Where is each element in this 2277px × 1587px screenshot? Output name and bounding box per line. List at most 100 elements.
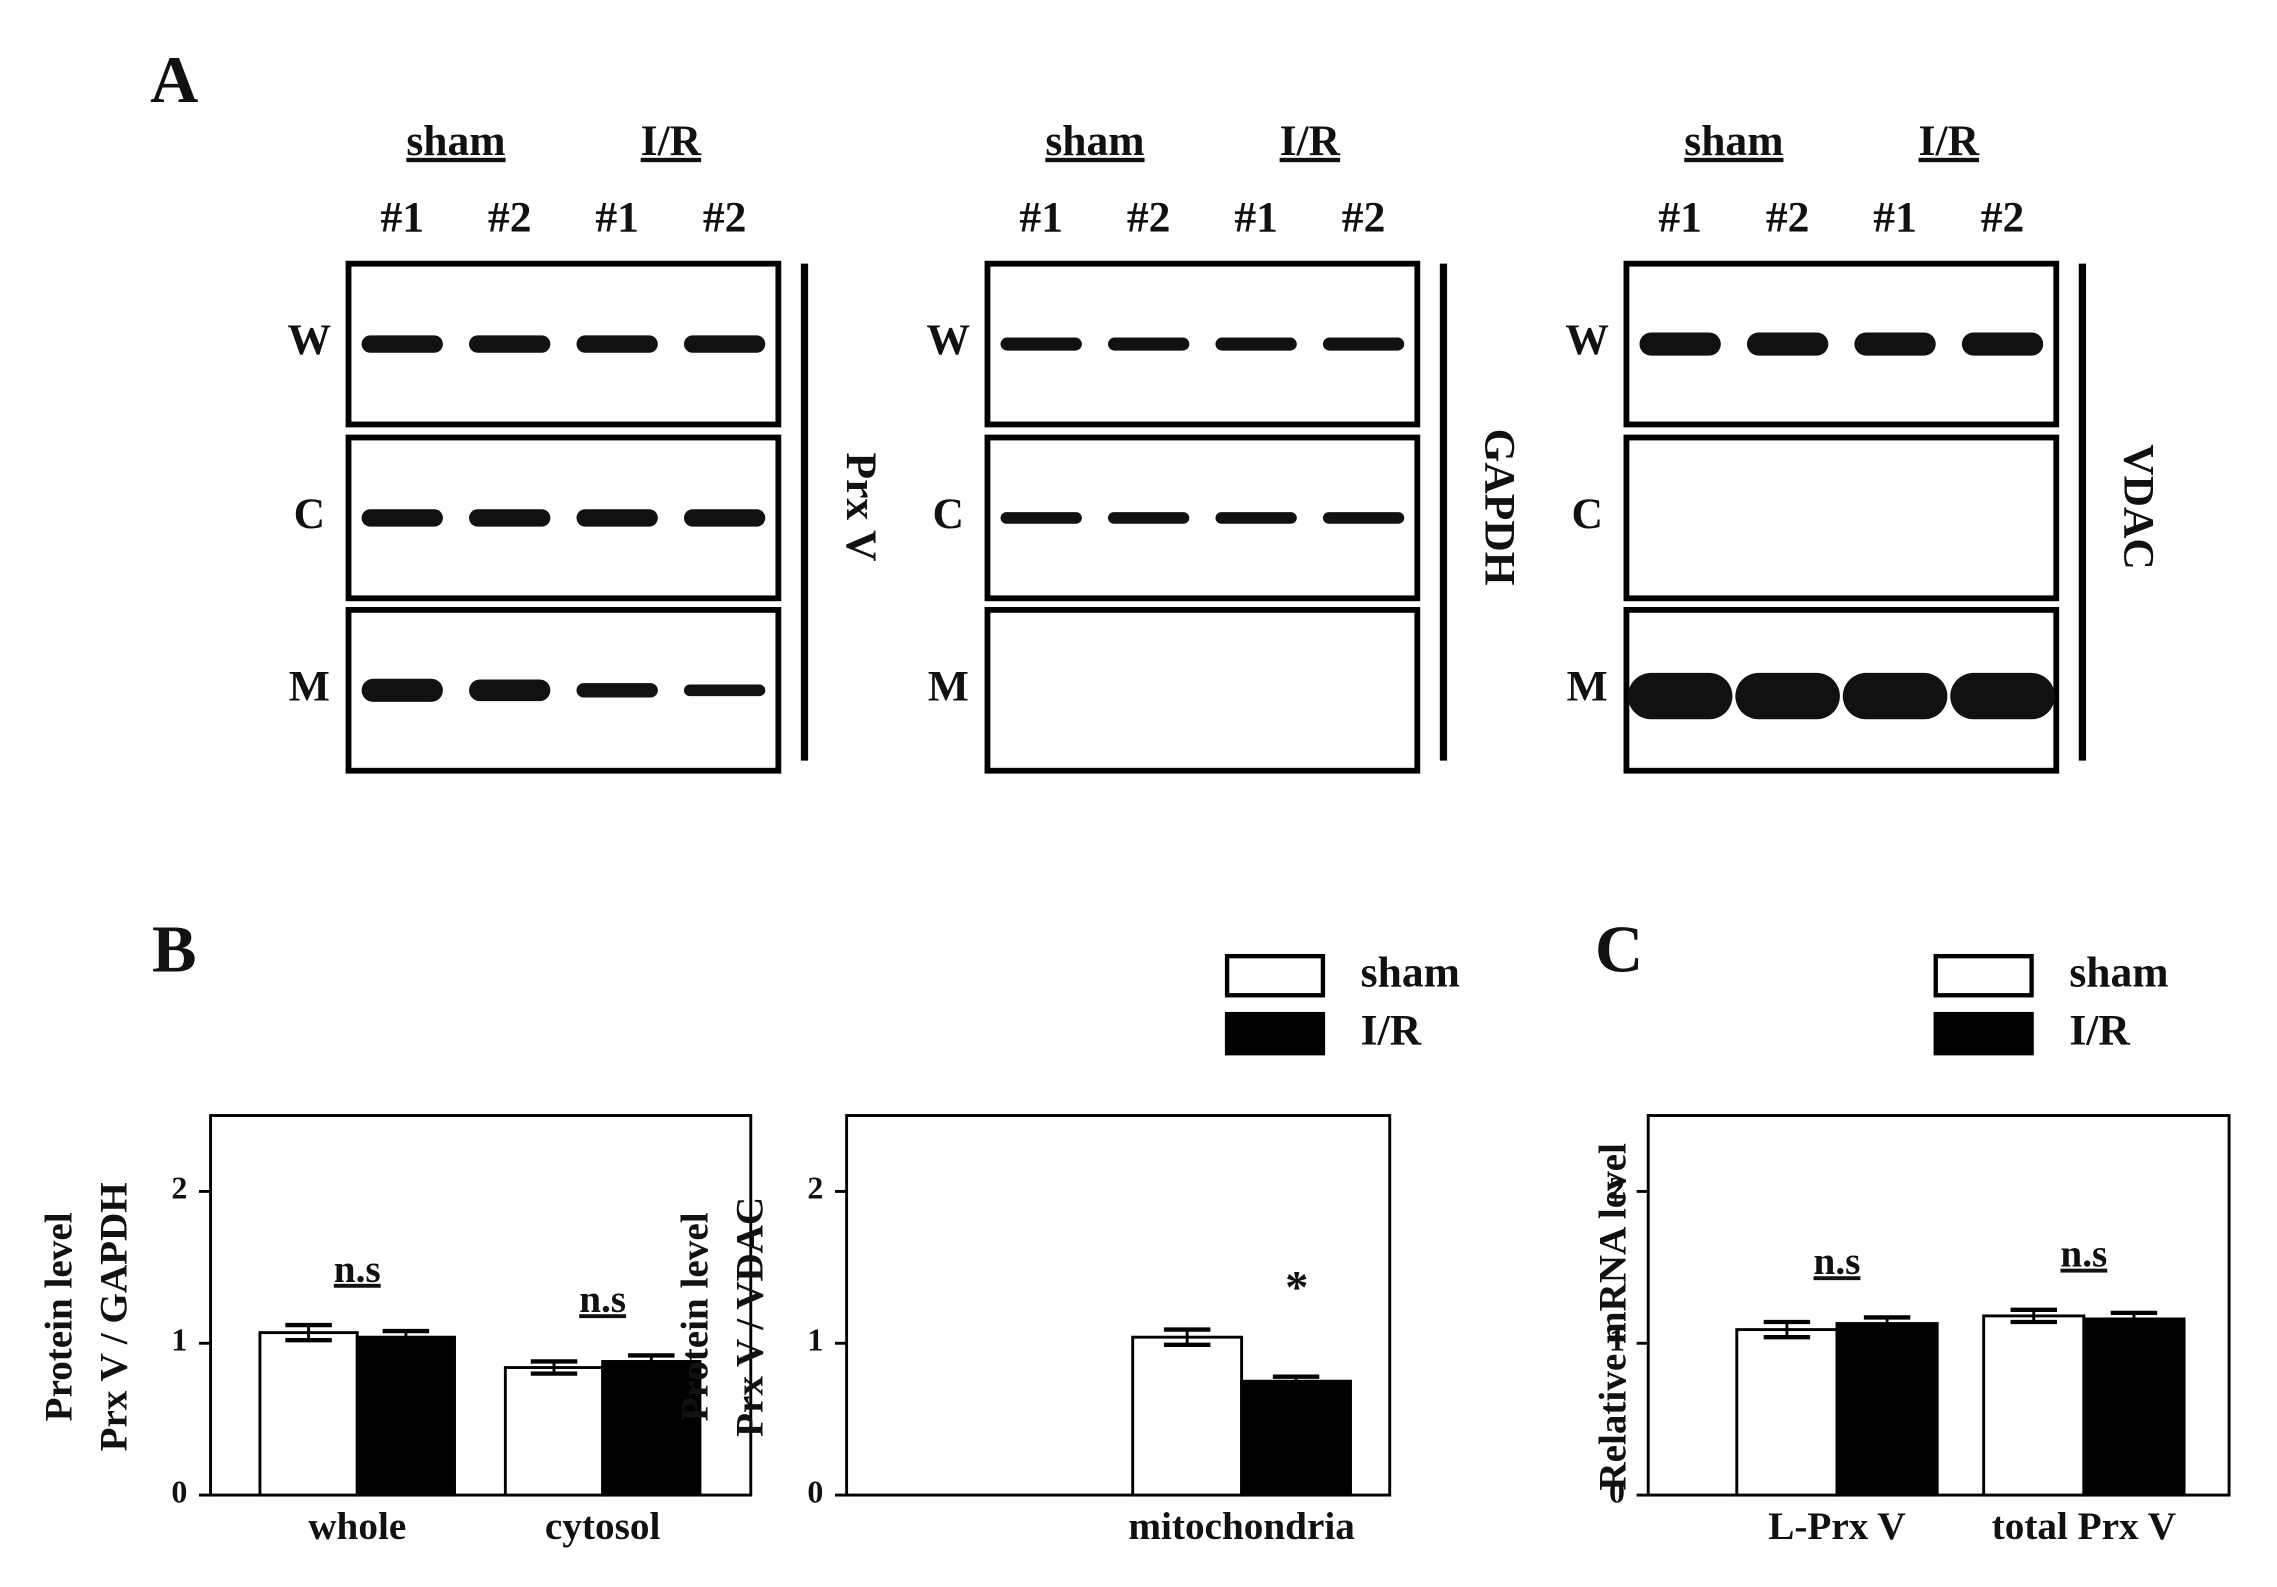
legend-swatch [1933,953,2034,998]
band [1961,332,2044,356]
group-label: sham [406,117,505,165]
band [1215,512,1297,524]
annotation: n.s [2060,1233,2107,1276]
band [1108,512,1190,524]
bar [1735,1328,1839,1497]
blot-frame [1623,434,2060,602]
lane-label: #1 [595,194,639,242]
error-bar [2110,1310,2158,1328]
row-label: W [1565,316,1609,364]
band [1108,337,1190,351]
legend-label: sham [1361,948,1460,996]
band [1000,337,1082,351]
lane-label: #2 [1342,194,1386,242]
lane-label: #2 [1766,194,1810,242]
y-tick-label: 2 [171,1171,187,1206]
bar [1982,1314,2086,1497]
row-label: M [289,662,330,710]
bar [258,1331,359,1497]
legend-label: I/R [2069,1006,2130,1054]
bar [355,1335,456,1497]
y-tick-label: 1 [1609,1323,1625,1358]
panel-label: A [150,44,198,117]
band [1627,672,1733,720]
legend-swatch [1224,953,1326,998]
error-bar [382,1328,430,1346]
band [361,678,443,702]
protein-label: Prx V [837,453,885,562]
panel-label: C [1595,914,1643,987]
band [1842,672,1948,720]
bar [1240,1379,1352,1497]
band [1000,512,1082,524]
panel-label: B [152,914,197,987]
plot-frame [845,1114,1392,1497]
band [1746,332,1829,356]
row-label: W [926,316,970,364]
y-tick-label: 0 [1609,1474,1625,1509]
band [576,683,658,698]
legend-label: sham [2069,948,2168,996]
protein-label: GAPDH [1476,429,1524,586]
row-label: W [288,316,332,364]
y-tick-label: 0 [171,1474,187,1509]
band [576,509,658,527]
group-label: I/R [1280,117,1341,165]
bar [503,1366,605,1497]
y-tick-label: 1 [171,1323,187,1358]
lane-label: #1 [1658,194,1702,242]
bar [1131,1335,1244,1497]
x-tick-label: total Prx V [1992,1505,2176,1548]
group-label: I/R [1919,117,1980,165]
band [1639,332,1721,356]
band [1322,512,1405,524]
lane-label: #1 [380,194,424,242]
plot-frame [209,1114,753,1497]
group-label: I/R [641,117,702,165]
band [1735,672,1840,720]
legend-swatch [1224,1011,1326,1056]
band [683,684,766,697]
error-bar [1272,1374,1320,1388]
lane-label: #1 [1234,194,1278,242]
legend-swatch [1933,1011,2034,1056]
y-tick-label: 2 [807,1171,823,1206]
y-axis-label: Prx V / VDAC [729,1197,772,1437]
error-bar [1763,1319,1811,1340]
y-tick-label: 1 [807,1323,823,1358]
bar [2082,1317,2186,1497]
band [469,509,551,527]
band [683,335,766,353]
band [683,509,766,527]
row-label: C [1571,490,1602,538]
protein-label: VDAC [2115,444,2163,570]
band [1950,672,2055,720]
error-bar [1163,1327,1211,1347]
band [576,335,658,353]
x-tick-label: mitochondria [1128,1505,1355,1548]
y-tick-label: 0 [807,1474,823,1509]
annotation: n.s [579,1278,626,1321]
legend-label: I/R [1361,1006,1422,1054]
band [361,335,443,353]
band [469,679,551,702]
lane-label: #1 [1873,194,1917,242]
y-axis-label: Protein level [37,1212,80,1421]
lane-label: #2 [703,194,747,242]
y-axis-label: Protein level [673,1212,716,1421]
row-label: C [933,490,964,538]
band [361,509,443,527]
row-label: M [928,662,969,710]
error-bar [1863,1315,1911,1332]
y-axis-label: Prx V / GAPDH [93,1182,136,1451]
band [1322,337,1405,351]
group-label: sham [1684,117,1783,165]
group-label: sham [1045,117,1144,165]
error-bar [628,1353,675,1370]
error-bar [2010,1307,2057,1325]
row-label: M [1567,662,1608,710]
x-tick-label: cytosol [545,1505,661,1548]
x-tick-label: L-Prx V [1768,1505,1906,1548]
row-label: C [294,490,325,538]
